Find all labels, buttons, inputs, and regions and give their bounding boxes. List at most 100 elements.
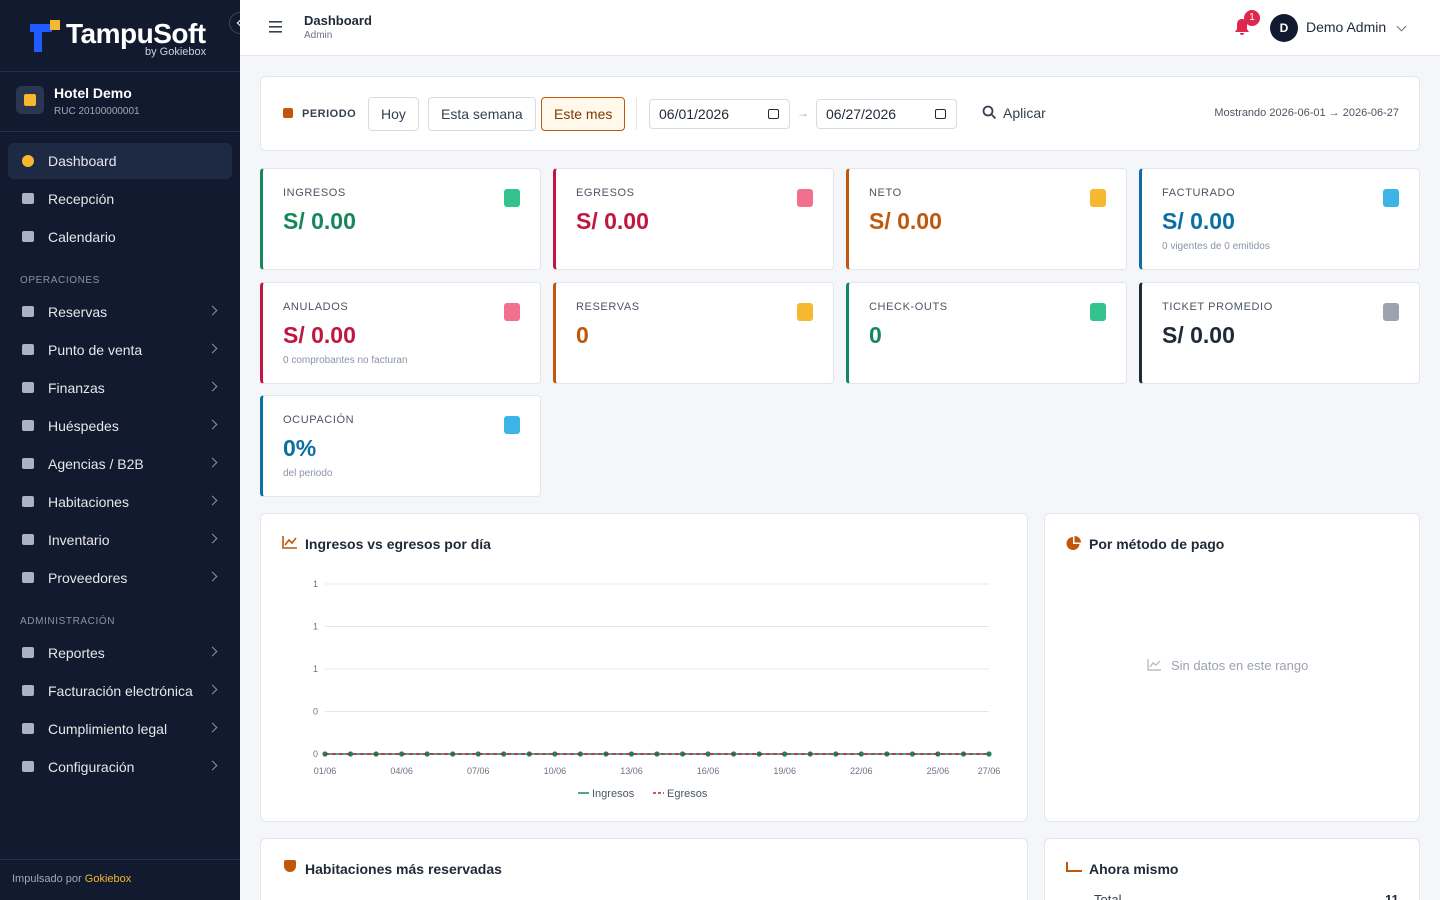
nav-item[interactable]: Configuración [8,749,232,785]
nav-icon [22,155,34,167]
now-panel [1044,838,1420,900]
nav-icon [22,193,34,204]
page-title: Dashboard [304,13,372,28]
kpi-icon [797,303,813,321]
payment-title: Por método de pago [1089,536,1225,552]
nav-section-title: ADMINISTRACIÓN [20,616,116,627]
bed-icon [1066,862,1082,872]
period-button[interactable]: Este mes [541,97,626,131]
nav-chevron [207,457,218,468]
nav-chevron [207,646,218,657]
date-to[interactable]: 06/27/2026 [816,99,957,129]
user-name[interactable]: Demo Admin [1306,19,1387,35]
nav-item[interactable]: Finanzas [8,370,232,406]
pie-icon [1066,536,1081,550]
kpi-icon [504,189,520,207]
kpi-label: ANULADOS [283,301,349,313]
nav-label: Habitaciones [48,494,129,510]
nav-item[interactable]: Cumplimiento legal [8,711,232,747]
nav-item[interactable]: Habitaciones [8,484,232,520]
nav-label: Facturación electrónica [48,683,193,699]
nav-item[interactable]: Agencias / B2B [8,446,232,482]
nav-item[interactable]: Huéspedes [8,408,232,444]
nav-item[interactable]: Recepción [8,181,232,217]
kpi-card: RESERVAS 0 [553,282,834,384]
nav-icon [22,306,34,317]
kpi-value: 0 [869,322,882,348]
footer-link[interactable]: Gokiebox [84,873,132,885]
kpi-icon [504,416,520,434]
date-from-text: 06/01/2026 [659,106,730,122]
kpi-label: EGRESOS [576,187,635,199]
topbar [240,0,1440,56]
kpi-icon [1090,189,1106,207]
brand-sub: by Gokiebox [145,46,207,58]
nav-label: Finanzas [48,380,105,396]
nav-icon [22,761,34,772]
nav-chevron [207,381,218,392]
chart-icon [282,536,297,549]
nav-item[interactable]: Punto de venta [8,332,232,368]
nav-item[interactable]: Reportes [8,635,232,671]
kpi-icon [1383,303,1399,321]
nav-item[interactable]: Calendario [8,219,232,255]
nav-icon [22,231,34,242]
kpi-card: CHECK-OUTS 0 [846,282,1127,384]
nav-chevron [207,571,218,582]
kpi-card: NETO S/ 0.00 [846,168,1127,270]
payment-empty: Sin datos en este rango [1171,658,1309,673]
kpi-value: S/ 0.00 [1162,208,1235,234]
empty-icon [1147,659,1161,671]
kpi-card: EGRESOS S/ 0.00 [553,168,834,270]
nav-label: Punto de venta [48,342,143,358]
divider [0,131,240,132]
logo-mark [30,20,60,52]
nav-item[interactable]: Dashboard [8,143,232,179]
kpi-value: S/ 0.00 [869,208,942,234]
nav-chevron [207,419,218,430]
kpi-icon [1383,189,1399,207]
range-text: Mostrando 2026-06-01 → 2026-06-27 [1214,107,1399,119]
apply-button[interactable]: Aplicar [1003,105,1046,121]
period-label: PERIODO [302,108,357,120]
divider [0,71,240,72]
kpi-note: del periodo [283,468,333,479]
hotel-ruc: RUC 20100000001 [54,106,140,117]
now-row-value: 11 [1385,892,1399,900]
avatar[interactable]: D [1270,14,1298,42]
nav-label: Inventario [48,532,110,548]
period-button[interactable]: Hoy [368,97,419,131]
nav-item[interactable]: Facturación electrónica [8,673,232,709]
brand: TampuSoft [66,18,206,49]
kpi-label: NETO [869,187,902,199]
payment-panel [1044,513,1420,822]
nav-chevron [207,684,218,695]
nav-label: Huéspedes [48,418,119,434]
kpi-value: S/ 0.00 [576,208,649,234]
nav-icon [22,496,34,507]
trophy-icon [284,860,296,872]
divider [636,98,637,130]
date-to-text: 06/27/2026 [826,106,897,122]
kpi-note: 0 vigentes de 0 emitidos [1162,241,1270,252]
nav-section-title: OPERACIONES [20,275,100,286]
nav-label: Reservas [48,304,108,320]
page-subtitle: Admin [304,30,333,41]
nav-item[interactable]: Inventario [8,522,232,558]
period-button[interactable]: Esta semana [428,97,536,131]
date-from[interactable]: 06/01/2026 [649,99,790,129]
kpi-note: 0 comprobantes no facturan [283,355,408,366]
nav-item[interactable]: Reservas [8,294,232,330]
nav-label: Agencias / B2B [48,456,144,472]
nav-item[interactable]: Proveedores [8,560,232,596]
nav-chevron [207,760,218,771]
date-arrow: → [797,106,809,120]
kpi-value: 0 [576,322,589,348]
kpi-icon [1090,303,1106,321]
kpi-label: OCUPACIÓN [283,414,355,426]
nav-chevron [207,722,218,733]
nav-label: Cumplimiento legal [48,721,168,737]
nav-icon [22,723,34,734]
kpi-value: S/ 0.00 [283,208,356,234]
menu-button[interactable] [269,21,283,33]
